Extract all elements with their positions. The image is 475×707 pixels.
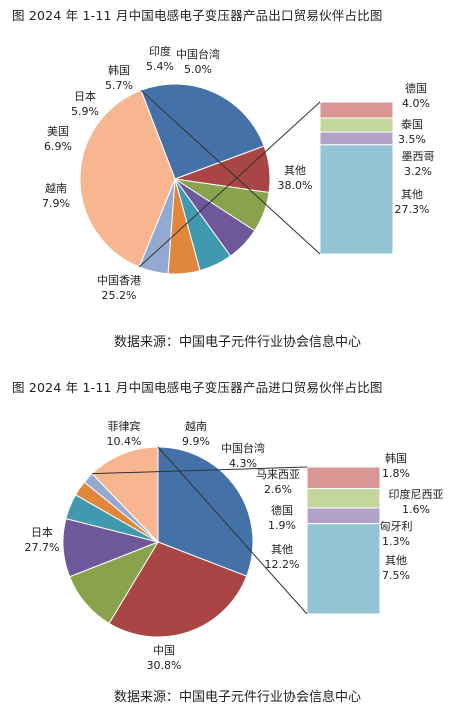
breakdown-value-label: 1.8% bbox=[382, 467, 410, 480]
breakdown-name-label: 其他 bbox=[401, 188, 423, 201]
breakdown-name-label: 德国 bbox=[405, 81, 427, 95]
slice-name-label: 中国台湾 bbox=[176, 47, 220, 61]
slice-name-label: 中国香港 bbox=[97, 274, 141, 287]
slice-name-label: 日本 bbox=[74, 89, 96, 103]
connector-line-bottom bbox=[140, 89, 321, 255]
breakdown-name-label: 印度尼西亚 bbox=[389, 487, 444, 501]
breakdown-value-label: 1.3% bbox=[382, 535, 410, 548]
breakdown-segment-item-2 bbox=[306, 507, 381, 525]
slice-value-label: 2.6% bbox=[264, 483, 292, 496]
breakdown-value-label: 7.5% bbox=[382, 569, 410, 582]
slice-value-label: 1.9% bbox=[268, 519, 296, 532]
slice-value-label: 5.9% bbox=[71, 105, 99, 118]
slice-value-label: 9.9% bbox=[182, 435, 210, 448]
export-chart-source: 数据来源：中国电子元件行业协会信息中心 bbox=[113, 335, 361, 350]
breakdown-segment-item-1 bbox=[306, 488, 381, 509]
slice-value-label: 5.7% bbox=[105, 79, 133, 92]
slice-name-label: 越南 bbox=[45, 181, 67, 195]
breakdown-name-label: 韩国 bbox=[385, 451, 407, 465]
slice-name-label: 菲律宾 bbox=[108, 419, 141, 433]
breakdown-name-label: 墨西哥 bbox=[402, 150, 435, 163]
slice-name-label: 印度 bbox=[149, 44, 171, 58]
pie-slice-item-7 bbox=[79, 89, 176, 268]
slice-name-label: 马来西亚 bbox=[256, 468, 300, 481]
export-chart-title: 图 2024 年 1-11 月中国电感电子变压器产品出口贸易伙伴占比图 bbox=[12, 8, 383, 23]
slice-value-label: 30.8% bbox=[147, 659, 182, 672]
slice-value-label: 27.7% bbox=[25, 541, 60, 554]
slice-value-label: 38.0% bbox=[278, 179, 313, 192]
pie-slice-item-1 bbox=[108, 541, 248, 638]
breakdown-value-label: 3.5% bbox=[398, 133, 426, 146]
import-chart-title: 图 2024 年 1-11 月中国电感电子变压器产品进口贸易伙伴占比图 bbox=[12, 380, 383, 395]
slice-name-label: 越南 bbox=[185, 419, 207, 433]
pie-slice-item-7 bbox=[91, 446, 159, 544]
connector-line-bottom bbox=[157, 446, 308, 615]
slice-name-label: 其他 bbox=[271, 543, 293, 556]
pie-slice-item-0 bbox=[140, 83, 265, 180]
breakdown-name-label: 匈牙利 bbox=[380, 519, 413, 533]
slice-name-label: 中国 bbox=[153, 644, 175, 657]
slice-name-label: 韩国 bbox=[108, 63, 130, 77]
slice-name-label: 其他 bbox=[284, 164, 306, 177]
slice-value-label: 10.4% bbox=[107, 435, 142, 448]
breakdown-segment-item-3 bbox=[319, 144, 394, 255]
slice-value-label: 6.9% bbox=[44, 140, 72, 153]
slice-name-label: 日本 bbox=[31, 525, 53, 539]
slice-value-label: 4.3% bbox=[229, 457, 257, 470]
connector-line-top bbox=[91, 466, 308, 475]
breakdown-value-label: 27.3% bbox=[395, 203, 430, 216]
connector-line-top bbox=[138, 101, 321, 268]
slice-value-label: 5.4% bbox=[146, 60, 174, 73]
breakdown-value-label: 4.0% bbox=[402, 97, 430, 110]
slice-value-label: 12.2% bbox=[265, 558, 300, 571]
breakdown-segment-item-3 bbox=[306, 523, 381, 615]
export-pie-chart: 中国香港 25.2% 越南 7.9% 美国 6.9% 日本 5.9% 韩国 5.7% 印度 5.4%中… bbox=[42, 44, 435, 302]
breakdown-value-label: 1.6% bbox=[402, 503, 430, 516]
breakdown-segment-item-0 bbox=[306, 466, 381, 490]
slice-name-label: 美国 bbox=[47, 125, 69, 138]
breakdown-name-label: 其他 bbox=[385, 554, 407, 567]
slice-name-label: 中国台湾 bbox=[221, 441, 265, 455]
breakdown-name-label: 泰国 bbox=[401, 117, 423, 131]
breakdown-value-label: 3.2% bbox=[404, 165, 432, 178]
slice-value-label: 7.9% bbox=[42, 197, 70, 210]
import-chart-source: 数据来源：中国电子元件行业协会信息中心 bbox=[113, 690, 361, 705]
slice-name-label: 德国 bbox=[271, 503, 293, 517]
slice-value-label: 5.0% bbox=[184, 63, 212, 76]
slice-value-label: 25.2% bbox=[102, 289, 137, 302]
pie-slice-item-0 bbox=[157, 446, 254, 577]
